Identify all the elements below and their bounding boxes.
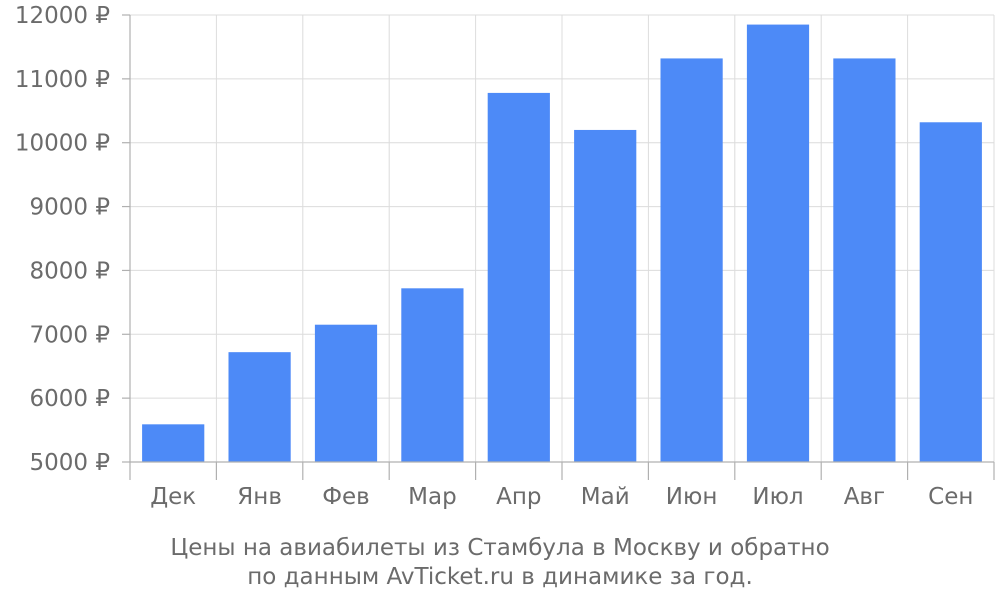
x-tick-label: Дек	[150, 484, 196, 510]
x-tick-label: Июн	[666, 484, 718, 510]
x-tick-label: Мар	[408, 484, 457, 510]
chart-caption-line-1: Цены на авиабилеты из Стамбула в Москву …	[170, 535, 829, 561]
chart-caption-line-2: по данным AvTicket.ru в динамике за год.	[247, 564, 753, 590]
bar-1	[142, 424, 205, 462]
bar-2	[228, 352, 291, 462]
grid-layer	[129, 14, 995, 463]
x-tick-label: Сен	[928, 484, 973, 510]
y-tick-label: 10000 ₽	[15, 131, 110, 157]
y-tick-label: 6000 ₽	[30, 386, 110, 412]
bar-10	[919, 122, 982, 462]
y-tick-label: 7000 ₽	[30, 322, 110, 348]
bar-8	[746, 24, 810, 462]
x-tick-label: Авг	[844, 484, 885, 510]
x-tick-label: Фев	[322, 484, 370, 510]
bar-layer	[142, 24, 982, 463]
x-tick-label: Янв	[237, 484, 282, 510]
x-tick-label: Апр	[496, 484, 541, 510]
axis-layer	[122, 14, 995, 480]
x-tick-label: Июл	[752, 484, 803, 510]
bar-9	[833, 58, 896, 463]
y-tick-label: 8000 ₽	[30, 258, 110, 284]
y-tick-label: 12000 ₽	[15, 3, 110, 29]
bar-7	[660, 58, 723, 463]
bar-5	[487, 92, 550, 463]
bar-4	[401, 288, 464, 462]
y-tick-label: 5000 ₽	[30, 450, 110, 476]
label-layer: 5000 ₽ 6000 ₽ 7000 ₽ 8000 ₽ 9000 ₽ 10000 ₽ 110…	[15, 3, 974, 510]
bar-3	[314, 324, 378, 462]
bar-6	[574, 129, 637, 462]
y-tick-label: 11000 ₽	[15, 67, 110, 93]
x-tick-label: Май	[581, 484, 630, 510]
y-tick-label: 9000 ₽	[30, 195, 110, 221]
